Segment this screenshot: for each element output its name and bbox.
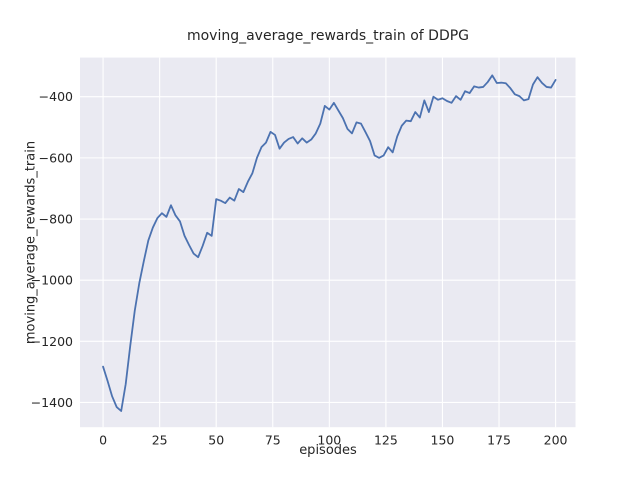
y-tick-label: −600: [39, 150, 73, 165]
y-tick-label: −800: [39, 212, 73, 227]
x-tick-label: 0: [99, 433, 107, 448]
line-series: [102, 74, 557, 412]
x-axis-label: episodes: [299, 443, 357, 458]
x-tick-label: 25: [152, 433, 168, 448]
y-tick-label: −1200: [31, 334, 73, 349]
x-tick-label: 200: [544, 433, 568, 448]
x-tick-label: 50: [208, 433, 224, 448]
y-tick-label: −1000: [31, 273, 73, 288]
y-tick-label: −1400: [31, 395, 73, 410]
x-tick-label: 125: [374, 433, 398, 448]
x-tick-label: 75: [265, 433, 281, 448]
x-tick-label: 175: [487, 433, 511, 448]
plot-area: [80, 57, 576, 428]
x-tick-label: 150: [431, 433, 455, 448]
y-axis-label: moving_average_rewards_train: [23, 140, 39, 345]
x-tick-label: 100: [317, 433, 341, 448]
y-tick-label: −400: [39, 89, 73, 104]
chart-title: moving_average_rewards_train of DDPG: [186, 28, 470, 44]
